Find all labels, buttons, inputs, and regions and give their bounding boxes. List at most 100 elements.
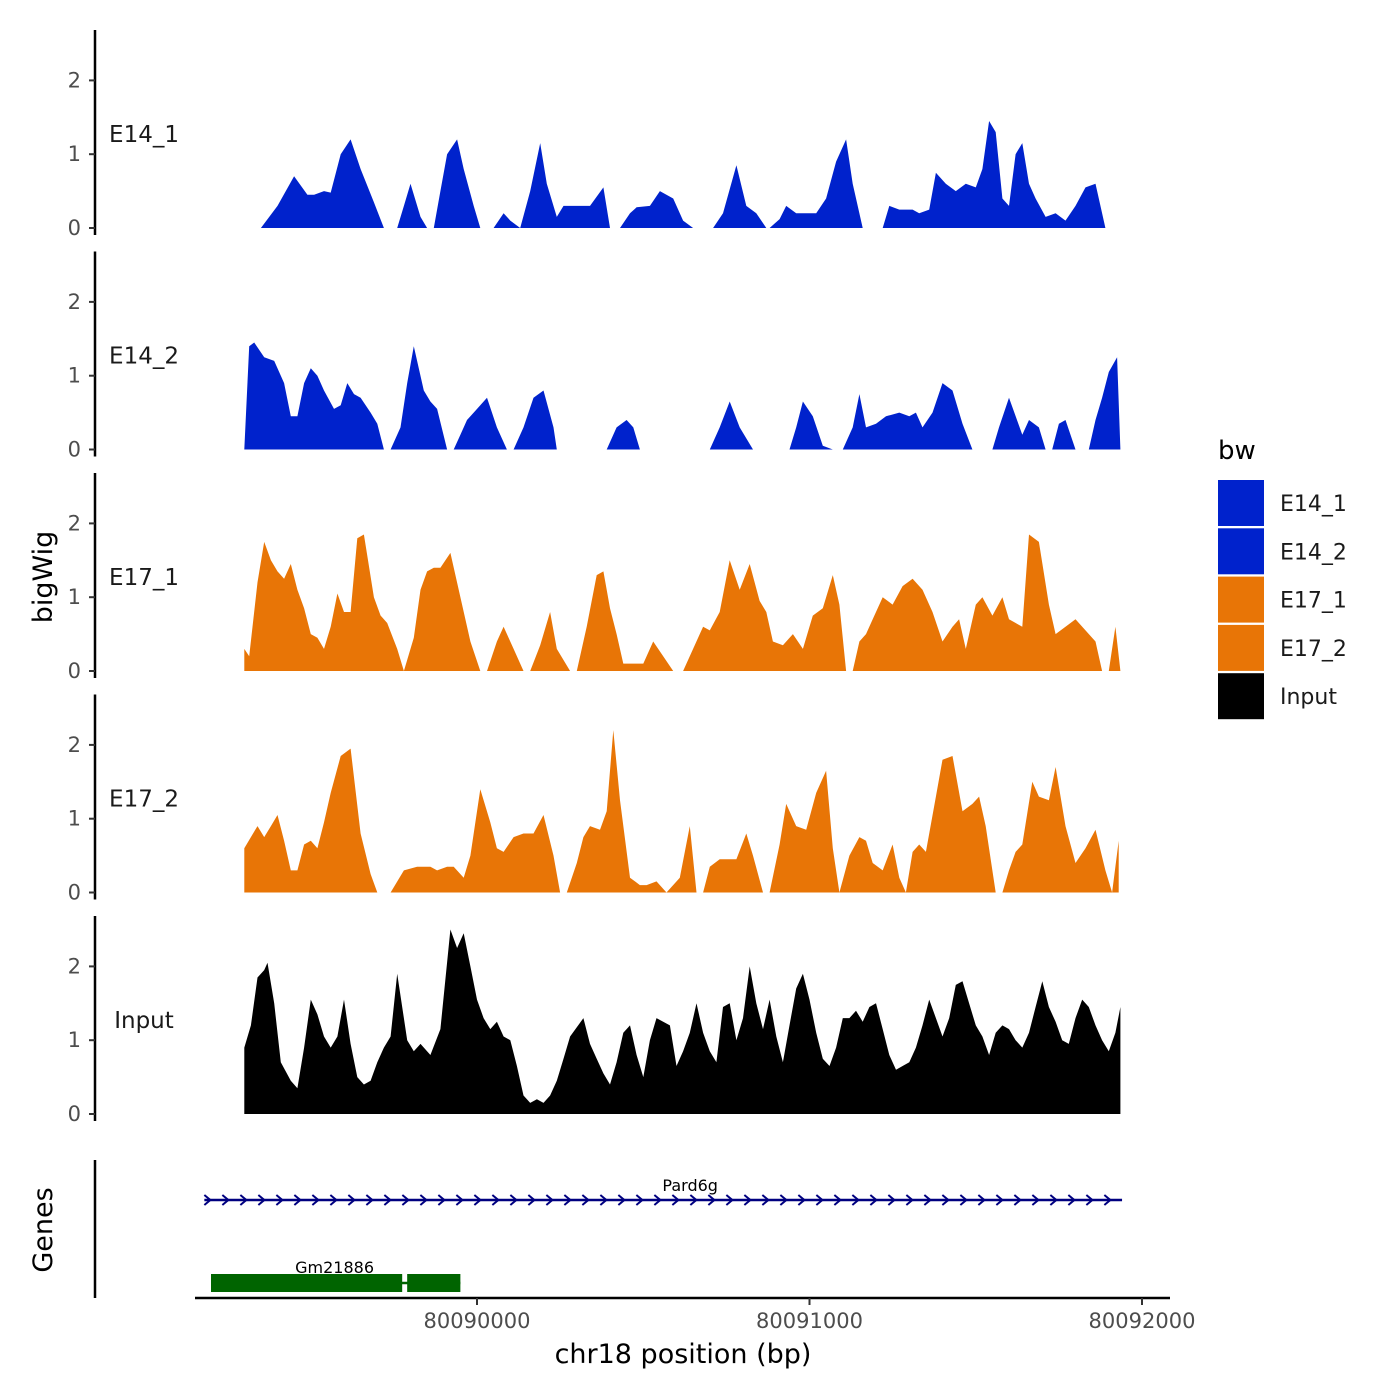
- strand-arrow: [689, 1194, 698, 1206]
- strand-arrow: [1085, 1194, 1094, 1206]
- strand-arrow: [815, 1194, 824, 1206]
- strand-arrow: [635, 1194, 644, 1206]
- strand-arrow: [995, 1194, 1004, 1206]
- strand-arrow: [1049, 1194, 1058, 1206]
- strand-arrow: [473, 1194, 482, 1206]
- legend-swatch-Input: [1218, 673, 1264, 720]
- strand-arrow: [401, 1194, 410, 1206]
- legend-swatch-E17_1: [1218, 576, 1264, 623]
- legend-swatch-E14_1: [1218, 480, 1264, 526]
- exon-block: [407, 1274, 461, 1292]
- legend-title: bw: [1218, 436, 1256, 466]
- strand-arrow: [491, 1194, 500, 1206]
- legend-label-E14_1: E14_1: [1280, 492, 1347, 517]
- strand-arrow: [293, 1194, 302, 1206]
- x-axis: 80090000 80091000 80092000: [195, 1296, 1196, 1333]
- y-tick-label: 2: [68, 290, 81, 314]
- legend-swatch-E17_2: [1218, 624, 1264, 671]
- strand-arrow: [761, 1194, 770, 1206]
- track-label-E17_1: E17_1: [109, 565, 179, 591]
- genes-axis-title: Genes: [28, 1187, 59, 1272]
- strand-arrow: [941, 1194, 950, 1206]
- y-tick-label: 2: [68, 511, 81, 535]
- coverage-area-Input: [244, 929, 1121, 1114]
- track-label-E17_2: E17_2: [109, 787, 179, 813]
- y-tick-label: 0: [68, 216, 81, 240]
- y-tick-label: 1: [68, 585, 81, 609]
- gene-label: Gm21886: [295, 1258, 374, 1277]
- strand-arrow: [599, 1194, 608, 1206]
- legend-label-E17_2: E17_2: [1280, 637, 1347, 662]
- gene-label: Pard6g: [662, 1176, 718, 1195]
- strand-arrow: [563, 1194, 572, 1206]
- y-tick-label: 2: [68, 68, 81, 92]
- legend-label-E17_1: E17_1: [1280, 589, 1347, 614]
- y-tick-label: 0: [68, 659, 81, 683]
- strand-arrow: [365, 1194, 374, 1206]
- track-panel-E17_1: 0 1 2 E17_1: [68, 473, 1121, 683]
- y-tick-label: 0: [68, 1102, 81, 1126]
- strand-arrow: [419, 1194, 428, 1206]
- strand-arrow: [1067, 1194, 1076, 1206]
- x-tick-label: 80090000: [424, 1309, 531, 1333]
- strand-arrow: [239, 1194, 248, 1206]
- strand-arrow: [329, 1194, 338, 1206]
- strand-arrow: [851, 1194, 860, 1206]
- x-tick-label: 80092000: [1089, 1309, 1196, 1333]
- strand-arrow: [581, 1194, 590, 1206]
- y-tick-label: 2: [68, 733, 81, 757]
- x-axis-title: chr18 position (bp): [555, 1339, 812, 1370]
- strand-arrow: [977, 1194, 986, 1206]
- track-panel-E14_2: 0 1 2 E14_2: [68, 251, 1121, 462]
- y-tick-label: 1: [68, 142, 81, 166]
- coverage-area-E14_2: [244, 342, 1121, 450]
- strand-arrow: [1013, 1194, 1022, 1206]
- strand-arrow: [833, 1194, 842, 1206]
- coverage-area-E14_1: [260, 121, 1124, 228]
- y-tick-label: 1: [68, 364, 81, 388]
- strand-arrow: [671, 1194, 680, 1206]
- y-tick-label: 1: [68, 807, 81, 831]
- gene-Pard6g: Pard6g: [203, 1176, 1123, 1206]
- track-panel-E14_1: 0 1 2 E14_1: [68, 30, 1124, 240]
- y-axis-title: bigWig: [28, 531, 59, 624]
- strand-arrow: [311, 1194, 320, 1206]
- y-tick-label: 0: [68, 881, 81, 905]
- strand-arrow: [383, 1194, 392, 1206]
- y-tick-label: 2: [68, 954, 81, 978]
- strand-arrow: [779, 1194, 788, 1206]
- strand-arrow: [887, 1194, 896, 1206]
- legend-swatch-E14_2: [1218, 528, 1264, 575]
- legend: bw E14_1 E14_2 E17_1 E17_2 Input: [1218, 436, 1347, 720]
- y-tick-label: 1: [68, 1028, 81, 1052]
- track-label-E14_1: E14_1: [109, 122, 179, 148]
- strand-arrow: [257, 1194, 266, 1206]
- track-label-Input: Input: [114, 1008, 174, 1034]
- track-label-E14_2: E14_2: [109, 344, 179, 370]
- x-tick-label: 80091000: [756, 1309, 863, 1333]
- strand-arrow: [509, 1194, 518, 1206]
- strand-arrow: [923, 1194, 932, 1206]
- strand-arrow: [743, 1194, 752, 1206]
- coverage-area-E17_2: [244, 730, 1119, 893]
- track-panel-Input: 0 1 2 Input: [68, 916, 1121, 1126]
- strand-arrow: [905, 1194, 914, 1206]
- strand-arrow: [707, 1194, 716, 1206]
- strand-arrow: [545, 1194, 554, 1206]
- strand-arrow: [653, 1194, 662, 1206]
- tracks-group: 0 1 2 E14_1 0 1 2 E14_2 0 1 2 E17_1 0 1 2 E17_2 0 1 2 Input: [68, 30, 1124, 1126]
- strand-arrow: [347, 1194, 356, 1206]
- strand-arrow: [725, 1194, 734, 1206]
- strand-arrow: [869, 1194, 878, 1206]
- strand-arrow: [221, 1194, 230, 1206]
- coverage-area-E17_1: [244, 534, 1121, 671]
- gene-Gm21886: Gm21886: [211, 1258, 461, 1292]
- strand-arrow: [527, 1194, 536, 1206]
- strand-arrow: [1103, 1194, 1112, 1206]
- strand-arrow: [437, 1194, 446, 1206]
- strand-arrow: [797, 1194, 806, 1206]
- strand-arrow: [455, 1194, 464, 1206]
- strand-arrow: [275, 1194, 284, 1206]
- strand-arrow: [617, 1194, 626, 1206]
